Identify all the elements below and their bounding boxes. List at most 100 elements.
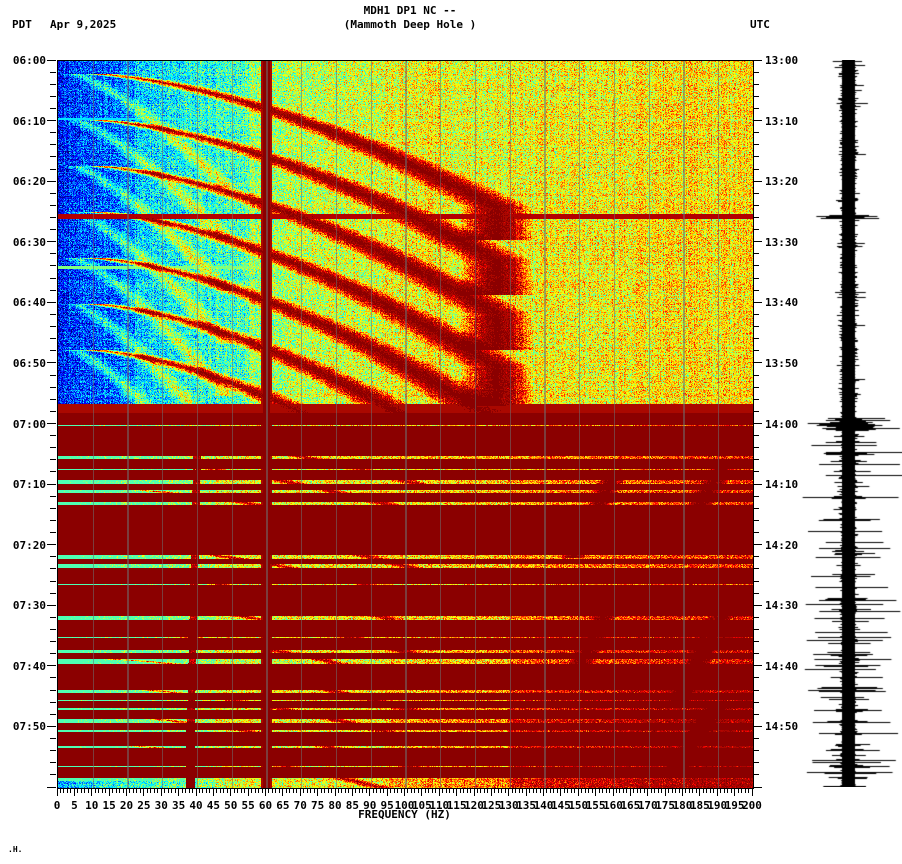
y-axis-left-label: 06:30 <box>12 235 46 249</box>
y-axis-left-minor-tick <box>50 229 56 231</box>
x-axis-major-tick <box>143 788 145 796</box>
y-axis-left-major-tick <box>47 59 56 61</box>
x-axis-major-tick <box>664 788 666 796</box>
y-axis-left-major-tick <box>47 544 56 546</box>
station-code-title: MDH1 DP1 NC -- <box>363 4 457 17</box>
y-axis-left-minor-tick <box>50 398 56 400</box>
y-axis-left-minor-tick <box>50 374 56 376</box>
x-axis-major-tick <box>421 788 423 796</box>
y-axis-left-label: 07:30 <box>12 599 46 613</box>
y-axis-left-label: 07:20 <box>12 538 46 552</box>
y-axis-left-minor-tick <box>50 253 56 255</box>
x-axis-major-tick <box>647 788 649 796</box>
y-axis-left-major-tick <box>47 120 56 122</box>
x-axis-major-tick <box>299 788 301 796</box>
x-axis-major-tick <box>108 788 110 796</box>
x-axis-major-tick <box>351 788 353 796</box>
y-axis-left-major-tick <box>47 665 56 667</box>
x-axis-major-tick <box>369 788 371 796</box>
y-axis-left-minor-tick <box>50 156 56 158</box>
x-axis-major-tick <box>525 788 527 796</box>
station-name-title: (Mammoth Deep Hole ) <box>343 18 477 31</box>
y-axis-right-major-tick <box>753 423 762 424</box>
y-axis-right-major-tick <box>753 665 762 667</box>
y-axis-left-minor-tick <box>50 71 56 73</box>
date-label: Apr 9,2025 <box>50 18 117 31</box>
y-axis-left-minor-tick <box>50 313 56 315</box>
x-axis-major-tick <box>334 788 336 796</box>
y-axis-left-major-tick <box>47 725 56 727</box>
y-axis-left-minor-tick <box>50 701 56 703</box>
y-axis-left-minor-tick <box>50 265 56 267</box>
y-axis-left-minor-tick <box>50 750 56 752</box>
x-axis-major-tick <box>386 788 388 796</box>
x-axis-major-tick <box>577 788 579 796</box>
y-axis-left-minor-tick <box>50 459 56 461</box>
y-axis-left-label: 06:10 <box>12 114 46 128</box>
y-axis-left-minor-tick <box>50 338 56 340</box>
y-axis-right-major-tick <box>753 483 762 485</box>
x-axis-major-tick <box>716 788 718 796</box>
x-axis-major-tick <box>230 788 232 796</box>
y-axis-left-minor-tick <box>50 713 56 715</box>
corner-artifact-mark: .H. <box>8 845 23 854</box>
spectrogram-plot[interactable] <box>57 60 754 789</box>
y-axis-left-minor-tick <box>50 653 56 655</box>
y-axis-left-label: 06:20 <box>12 175 46 189</box>
x-axis-major-tick <box>682 788 683 796</box>
y-axis-left-minor-tick <box>50 289 56 291</box>
x-axis-major-tick <box>212 788 214 796</box>
x-axis-major-tick <box>560 788 562 796</box>
y-axis-right-major-tick <box>753 241 762 243</box>
y-axis-left-minor-tick <box>50 83 56 85</box>
y-axis-left-minor-tick <box>50 326 56 328</box>
x-axis-major-tick <box>73 788 75 796</box>
y-axis-left-major-tick <box>47 301 56 303</box>
y-axis-left-minor-tick <box>50 107 56 109</box>
y-axis-left-minor-tick <box>50 447 56 449</box>
x-axis-major-tick <box>56 788 58 796</box>
y-axis-left-minor-tick <box>50 738 56 740</box>
y-axis-left-label: 06:00 <box>12 54 46 67</box>
y-axis-left-minor-tick <box>50 435 56 437</box>
y-axis-left-minor-tick <box>50 677 56 679</box>
y-axis-left-minor-tick <box>50 532 56 534</box>
y-axis-left-major-tick <box>47 423 56 424</box>
y-axis-left-label: 07:00 <box>12 417 46 431</box>
y-axis-left-label: 07:10 <box>12 478 46 492</box>
y-axis-left-minor-tick <box>50 277 56 279</box>
timezone-left-label: PDT <box>12 18 32 31</box>
y-axis-left-minor-tick <box>50 386 56 388</box>
x-axis-major-tick <box>751 788 753 796</box>
y-axis-right-major-tick <box>753 544 762 546</box>
y-axis-left-label: 07:40 <box>12 659 46 673</box>
y-axis-left-minor-tick <box>50 689 56 691</box>
x-axis-major-tick <box>490 788 492 796</box>
x-axis-major-tick <box>508 788 510 796</box>
y-axis-left-minor-tick <box>50 95 56 97</box>
y-axis-left-minor-tick <box>50 641 56 643</box>
y-axis-left-label: 06:40 <box>12 296 46 310</box>
x-axis-major-tick <box>91 788 93 796</box>
y-axis-left-minor-tick <box>50 495 56 497</box>
x-axis-major-tick <box>473 788 475 796</box>
x-axis-major-tick <box>734 788 736 796</box>
x-axis-major-tick <box>247 788 249 796</box>
x-axis-major-tick <box>317 788 319 796</box>
x-axis-major-tick <box>543 788 544 796</box>
x-axis-major-tick <box>160 788 162 796</box>
y-axis-right-major-tick <box>753 180 762 182</box>
x-axis-major-tick <box>265 788 266 796</box>
y-axis-left-major-tick <box>47 241 56 243</box>
y-axis-left-minor-tick <box>50 350 56 352</box>
y-axis-right-major-tick <box>753 604 762 606</box>
x-axis-major-tick <box>282 788 284 796</box>
y-axis-left-minor-tick <box>50 507 56 509</box>
x-axis-major-tick <box>126 788 127 796</box>
y-axis-left-minor-tick <box>50 519 56 521</box>
y-axis-right-major-tick <box>753 120 762 122</box>
y-axis-right-major-tick <box>753 362 762 364</box>
y-axis-left-label: 07:50 <box>12 720 46 734</box>
timezone-right-label: UTC <box>750 18 770 31</box>
